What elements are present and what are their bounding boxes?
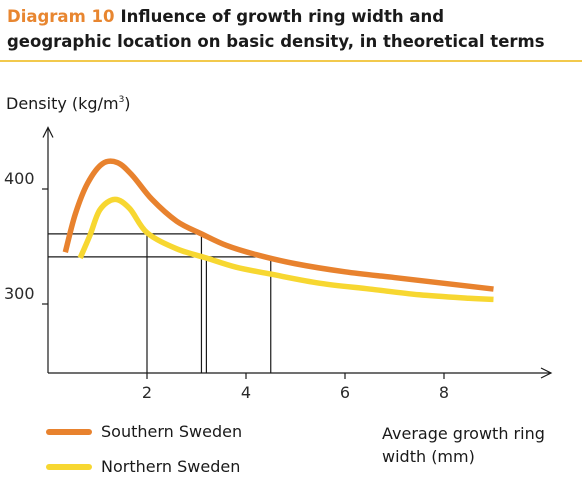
y-tick-label: 400 [4, 169, 35, 188]
x-tick-label: 8 [439, 383, 449, 402]
x-tick-label: 2 [142, 383, 152, 402]
diagram-title-part-2: geographic location on basic density, in… [7, 32, 545, 51]
legend-swatch-southern [46, 429, 92, 435]
y-axis-title-exponent: 3 [118, 94, 125, 105]
x-axis-title: Average growth ring width (mm) [382, 424, 545, 466]
header-divider [0, 60, 582, 62]
diagram-label: Diagram 10 [7, 7, 115, 26]
x-axis-arrow [540, 367, 553, 379]
legend-item-southern: Southern Sweden [46, 420, 306, 444]
axes: 2 4 6 8 300 400 [4, 126, 553, 402]
x-tick-label: 4 [241, 383, 251, 402]
legend-item-northern: Northern Sweden [46, 455, 306, 479]
y-axis-arrow [42, 126, 54, 138]
y-axis-title-close: ) [124, 94, 131, 113]
legend-swatch-northern [46, 464, 92, 470]
legend-label-northern: Northern Sweden [101, 457, 241, 476]
x-tick-label: 6 [340, 383, 350, 402]
y-axis-title: Density (kg/m3) [6, 94, 131, 113]
series-line-northern [77, 196, 494, 303]
series-line-southern [62, 158, 494, 292]
series-layer [62, 158, 494, 303]
title-line-1: Diagram 10 Influence of growth ring width… [7, 4, 577, 29]
diagram-title-part-1: Influence of growth ring width and [120, 7, 445, 26]
legend-label-southern: Southern Sweden [101, 422, 243, 441]
y-tick-label: 300 [4, 284, 35, 303]
y-axis-title-text: Density (kg/m [6, 94, 119, 113]
diagram-header: Diagram 10 Influence of growth ring width… [7, 4, 577, 54]
